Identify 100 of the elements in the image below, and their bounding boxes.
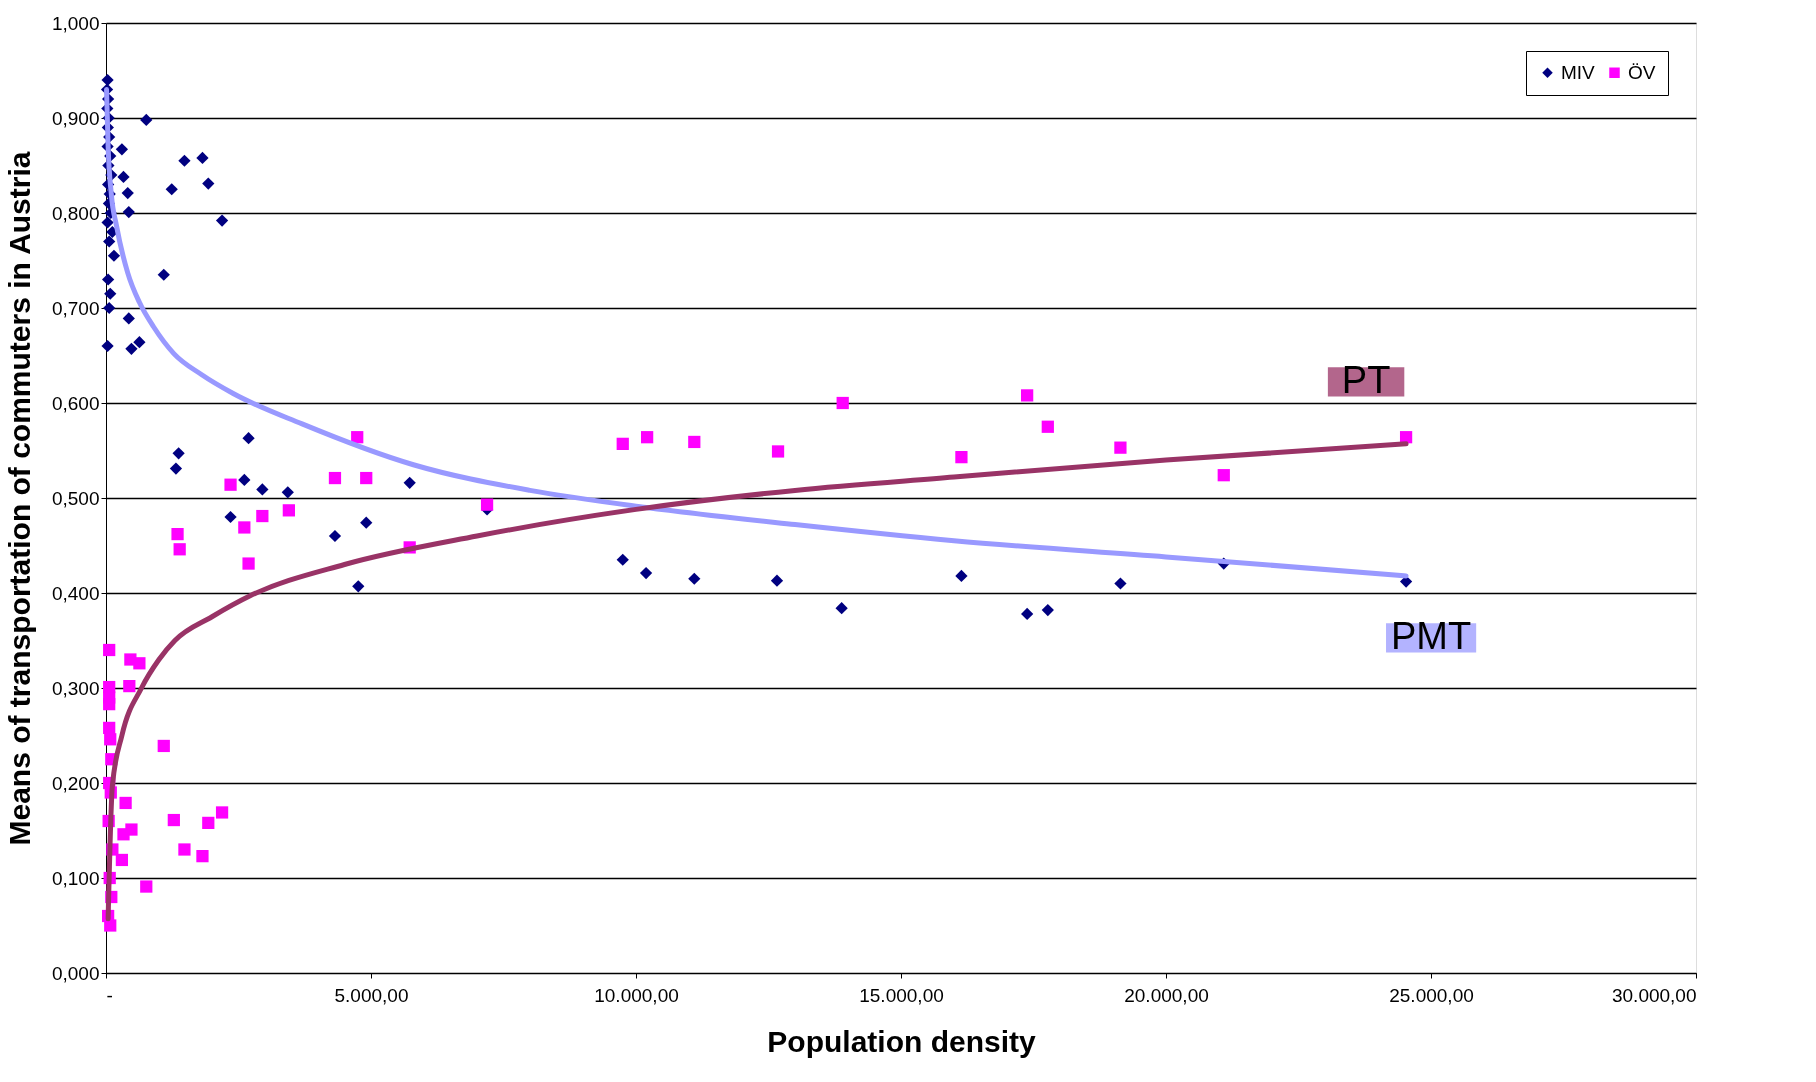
point xyxy=(202,177,215,190)
point xyxy=(173,543,186,556)
point xyxy=(122,312,135,325)
point xyxy=(352,580,365,593)
point xyxy=(115,143,129,156)
point xyxy=(140,880,153,893)
point xyxy=(103,301,116,315)
point xyxy=(1041,603,1054,617)
point xyxy=(103,643,116,657)
point xyxy=(196,850,209,863)
y-tick-label: 0,800 xyxy=(51,202,100,224)
point xyxy=(157,268,170,281)
point xyxy=(955,451,968,464)
point xyxy=(688,435,701,449)
point xyxy=(480,498,494,511)
point xyxy=(1021,389,1034,402)
x-tick-label: 5.000,00 xyxy=(334,984,409,1006)
point xyxy=(178,154,191,167)
point xyxy=(202,816,215,830)
point xyxy=(1217,469,1230,482)
point xyxy=(616,437,629,450)
point xyxy=(165,183,178,196)
point xyxy=(107,249,121,262)
point xyxy=(167,813,180,827)
point xyxy=(104,919,117,932)
point xyxy=(117,170,130,184)
y-axis-title: Means of transportation of commuters in Austria xyxy=(2,151,36,846)
point xyxy=(238,521,251,534)
point xyxy=(123,679,136,693)
x-tick-label: 10.000,00 xyxy=(594,984,679,1006)
point xyxy=(242,557,255,570)
legend-label: MIV xyxy=(1561,61,1596,83)
legend-label: ÖV xyxy=(1628,61,1656,83)
point xyxy=(224,510,237,524)
point xyxy=(133,336,146,349)
point xyxy=(403,476,416,489)
point xyxy=(639,566,653,580)
point xyxy=(119,796,132,810)
point xyxy=(242,432,255,445)
x-tick-label: 25.000,00 xyxy=(1389,984,1474,1006)
point xyxy=(102,273,115,286)
point xyxy=(172,447,185,460)
point xyxy=(1114,441,1127,454)
point xyxy=(101,73,114,87)
point xyxy=(282,504,295,517)
point xyxy=(835,602,848,615)
point xyxy=(836,396,849,410)
point xyxy=(360,471,373,485)
point xyxy=(133,657,146,670)
point xyxy=(196,151,209,165)
y-tick-label: 0,300 xyxy=(51,677,100,699)
point xyxy=(121,186,134,200)
point xyxy=(688,572,701,585)
point xyxy=(328,471,342,485)
point xyxy=(360,516,373,529)
x-tick-label: 30.000,00 xyxy=(1611,984,1697,1006)
point xyxy=(101,339,114,353)
point xyxy=(955,569,968,583)
point xyxy=(1041,420,1054,433)
point xyxy=(171,527,184,541)
y-tick-label: 0,700 xyxy=(51,297,100,319)
point xyxy=(140,113,153,127)
point xyxy=(215,806,229,819)
point xyxy=(103,235,116,248)
point xyxy=(104,287,117,300)
point xyxy=(224,478,237,491)
point xyxy=(122,205,135,219)
y-tick-label: 0,400 xyxy=(51,582,100,604)
y-tick-label: 0,000 xyxy=(51,962,100,984)
y-tick-label: 0,100 xyxy=(51,867,100,889)
point xyxy=(1021,607,1034,621)
annotation: PT xyxy=(1341,358,1391,401)
x-tick-label: - xyxy=(106,984,113,1006)
point xyxy=(238,473,251,487)
x-tick-label: 15.000,00 xyxy=(859,984,944,1006)
point xyxy=(115,853,129,867)
point xyxy=(157,739,170,753)
x-tick-label: 20.000,00 xyxy=(1124,984,1209,1006)
point xyxy=(104,733,117,746)
point xyxy=(770,574,784,587)
point xyxy=(281,486,294,499)
x-axis-title: Population density xyxy=(767,1024,1036,1058)
point xyxy=(256,509,269,523)
y-tick-label: 0,600 xyxy=(51,392,100,414)
point xyxy=(328,529,342,543)
point xyxy=(117,828,130,841)
y-tick-label: 0,200 xyxy=(51,772,100,794)
annotation: PMT xyxy=(1390,614,1472,657)
point xyxy=(101,216,114,229)
point xyxy=(771,445,785,458)
point xyxy=(215,214,229,227)
point xyxy=(256,483,269,496)
y-tick-label: 0,500 xyxy=(51,487,100,509)
point xyxy=(169,462,183,475)
point xyxy=(103,698,116,711)
point xyxy=(616,553,629,566)
y-tick-label: 0,900 xyxy=(51,107,100,129)
point xyxy=(351,431,364,444)
y-tick-label: 1,000 xyxy=(51,12,100,34)
point xyxy=(1114,577,1127,590)
